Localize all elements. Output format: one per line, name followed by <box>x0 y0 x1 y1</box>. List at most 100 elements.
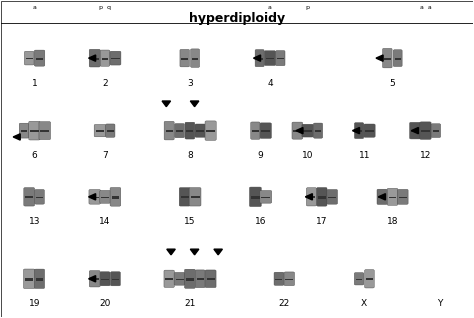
Polygon shape <box>376 55 383 61</box>
FancyBboxPatch shape <box>34 50 45 66</box>
Bar <box>40 130 49 132</box>
Text: 6: 6 <box>31 151 37 160</box>
Text: hyperdiploidy: hyperdiploidy <box>189 12 285 25</box>
Bar <box>91 279 99 280</box>
Bar <box>389 197 396 198</box>
Bar <box>21 130 27 132</box>
Polygon shape <box>305 194 312 200</box>
Polygon shape <box>353 128 359 134</box>
Text: 22: 22 <box>279 299 290 308</box>
Bar <box>102 58 109 59</box>
FancyBboxPatch shape <box>355 123 364 139</box>
Bar <box>175 279 183 280</box>
Bar <box>277 58 283 59</box>
Bar <box>101 197 109 198</box>
Bar <box>261 197 270 198</box>
FancyBboxPatch shape <box>35 190 45 204</box>
FancyBboxPatch shape <box>39 122 51 140</box>
FancyBboxPatch shape <box>276 51 285 66</box>
Bar <box>181 197 189 198</box>
FancyBboxPatch shape <box>255 50 264 67</box>
FancyBboxPatch shape <box>317 188 327 206</box>
FancyBboxPatch shape <box>420 122 431 139</box>
Polygon shape <box>191 101 199 107</box>
Bar <box>36 197 43 198</box>
FancyBboxPatch shape <box>260 123 272 138</box>
Text: a: a <box>32 4 36 10</box>
FancyBboxPatch shape <box>393 50 402 66</box>
Text: 19: 19 <box>28 299 40 308</box>
FancyBboxPatch shape <box>94 124 106 137</box>
Text: 17: 17 <box>316 217 328 226</box>
Bar <box>365 130 374 132</box>
FancyBboxPatch shape <box>110 188 121 206</box>
FancyBboxPatch shape <box>387 188 398 205</box>
FancyBboxPatch shape <box>29 121 40 140</box>
Text: 2: 2 <box>102 79 108 88</box>
Bar <box>356 130 362 132</box>
FancyBboxPatch shape <box>377 189 387 204</box>
Bar <box>91 197 99 198</box>
Text: a: a <box>268 4 272 10</box>
Text: X: X <box>361 299 367 308</box>
FancyBboxPatch shape <box>35 269 45 288</box>
FancyBboxPatch shape <box>174 124 184 138</box>
Bar <box>411 130 419 132</box>
FancyBboxPatch shape <box>180 49 190 67</box>
Bar <box>186 279 194 280</box>
FancyBboxPatch shape <box>313 123 323 138</box>
Bar <box>182 58 188 60</box>
FancyBboxPatch shape <box>191 49 200 67</box>
Text: 7: 7 <box>102 151 108 160</box>
FancyBboxPatch shape <box>195 270 205 288</box>
Bar <box>318 197 326 198</box>
FancyBboxPatch shape <box>89 190 100 204</box>
FancyBboxPatch shape <box>189 188 201 206</box>
FancyBboxPatch shape <box>89 49 100 67</box>
Bar <box>303 130 312 132</box>
Bar <box>207 279 215 280</box>
Text: p  q: p q <box>99 4 111 10</box>
Bar <box>111 58 119 59</box>
Bar <box>256 58 263 60</box>
Bar <box>197 279 204 280</box>
Polygon shape <box>378 194 385 200</box>
FancyBboxPatch shape <box>251 122 260 139</box>
FancyBboxPatch shape <box>364 124 375 137</box>
Text: 21: 21 <box>184 299 196 308</box>
FancyBboxPatch shape <box>164 121 174 140</box>
Text: 9: 9 <box>258 151 264 160</box>
Bar <box>36 58 44 59</box>
Bar <box>308 197 315 198</box>
FancyBboxPatch shape <box>398 189 408 204</box>
Bar <box>192 58 198 60</box>
FancyBboxPatch shape <box>264 51 275 66</box>
FancyBboxPatch shape <box>164 270 174 287</box>
FancyBboxPatch shape <box>327 190 337 204</box>
FancyBboxPatch shape <box>184 269 195 288</box>
FancyBboxPatch shape <box>24 51 34 65</box>
Text: 3: 3 <box>187 79 193 88</box>
Text: 12: 12 <box>420 151 431 160</box>
FancyBboxPatch shape <box>24 188 35 206</box>
Bar <box>252 130 259 132</box>
FancyBboxPatch shape <box>100 272 110 286</box>
Bar <box>25 279 34 280</box>
Bar <box>165 130 173 132</box>
Bar <box>356 279 363 280</box>
Text: 11: 11 <box>358 151 370 160</box>
Text: 4: 4 <box>267 79 273 88</box>
Text: a  a: a a <box>419 4 431 10</box>
Bar <box>25 197 33 198</box>
Polygon shape <box>296 128 303 134</box>
FancyBboxPatch shape <box>410 122 420 139</box>
Bar <box>262 130 270 132</box>
Text: 5: 5 <box>390 79 395 88</box>
FancyBboxPatch shape <box>24 269 35 288</box>
Bar <box>293 130 301 132</box>
FancyBboxPatch shape <box>205 121 216 140</box>
Bar <box>196 130 204 132</box>
FancyBboxPatch shape <box>110 51 121 65</box>
FancyBboxPatch shape <box>302 124 313 137</box>
Bar <box>112 279 119 280</box>
